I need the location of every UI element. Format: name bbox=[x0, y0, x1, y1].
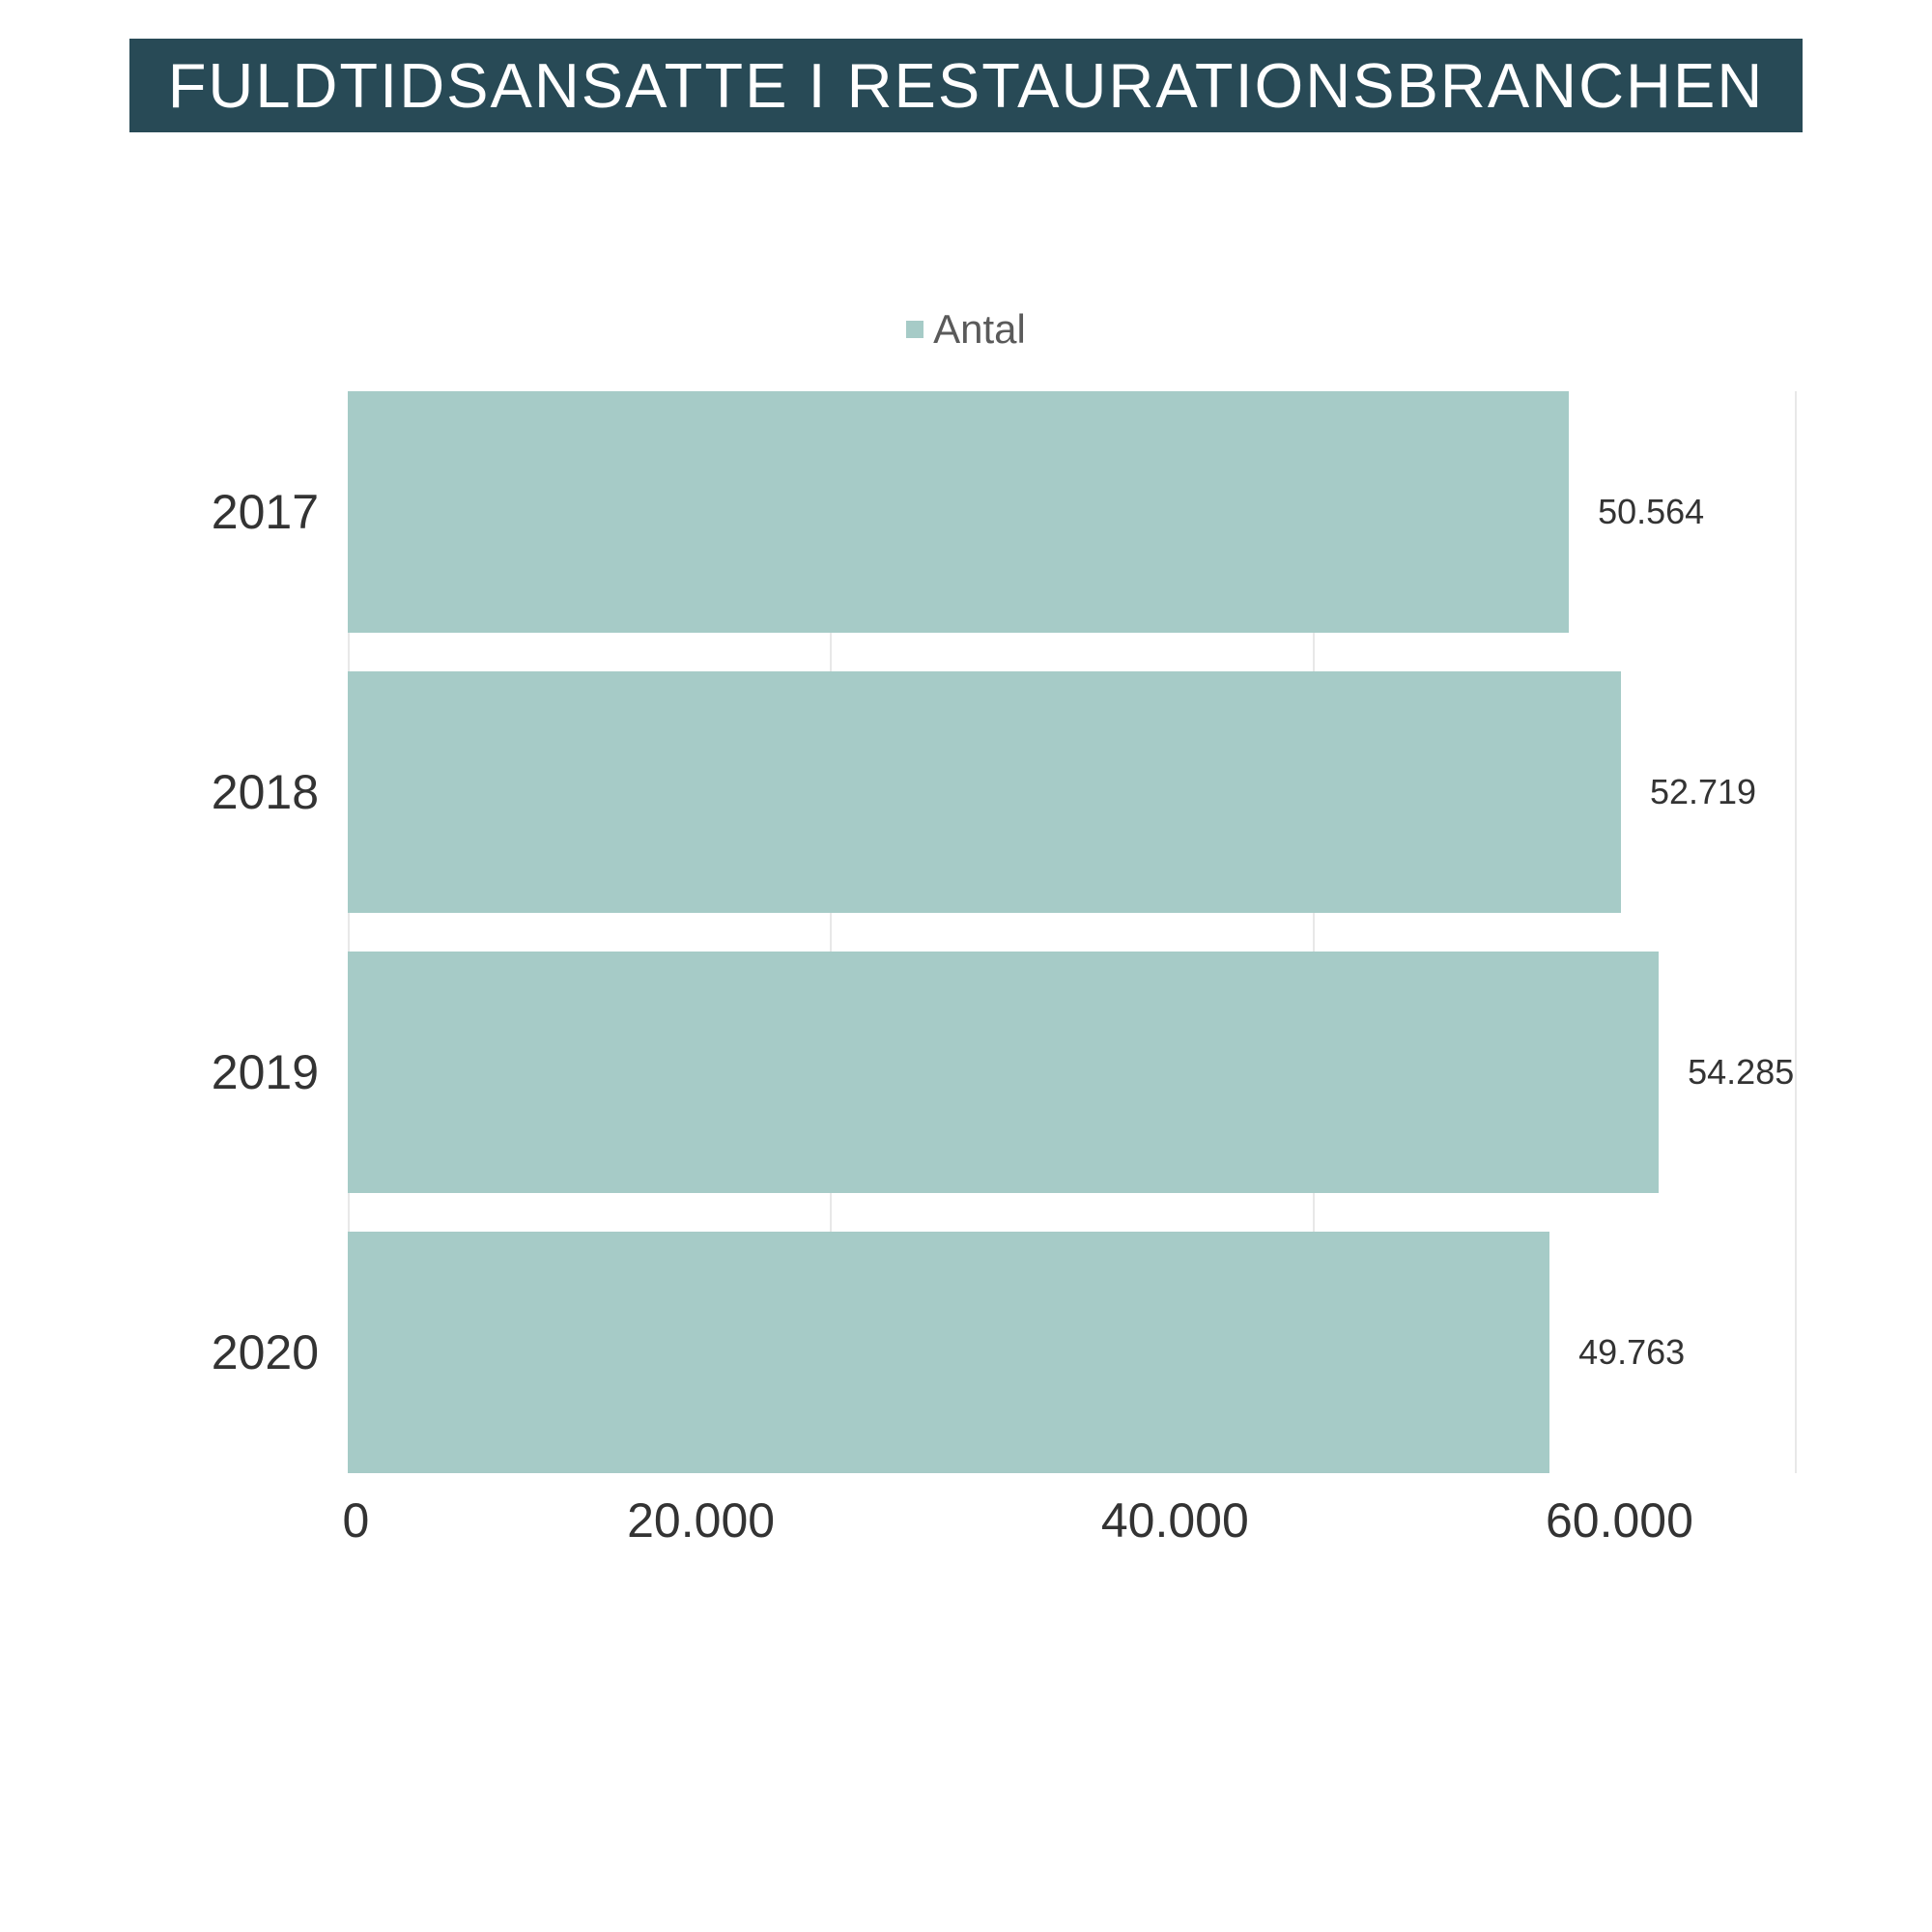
x-axis-tick: 0 bbox=[342, 1492, 369, 1548]
x-axis: 0 20.000 40.000 60.000 bbox=[135, 1492, 1797, 1548]
x-axis-spacer bbox=[135, 1492, 348, 1548]
x-axis-tick: 40.000 bbox=[1101, 1492, 1249, 1548]
bar-value-label: 52.719 bbox=[1650, 772, 1756, 812]
bar-row: 49.763 bbox=[348, 1232, 1797, 1473]
bar-value-label: 49.763 bbox=[1578, 1332, 1685, 1373]
y-axis-label: 2017 bbox=[135, 391, 319, 633]
y-axis-label: 2019 bbox=[135, 952, 319, 1193]
chart-legend: Antal bbox=[135, 306, 1797, 353]
bar-row: 52.719 bbox=[348, 671, 1797, 913]
chart-title-banner: FULDTIDSANSATTE I RESTAURATIONSBRANCHEN bbox=[129, 39, 1804, 132]
chart-title: FULDTIDSANSATTE I RESTAURATIONSBRANCHEN bbox=[168, 54, 1765, 117]
bar bbox=[348, 1232, 1549, 1473]
legend-marker-icon bbox=[906, 321, 923, 338]
plot-area: 2017 2018 2019 2020 50.564 52.719 54.285 49.76… bbox=[135, 391, 1797, 1473]
bar-value-label: 50.564 bbox=[1598, 492, 1704, 532]
bar bbox=[348, 391, 1569, 633]
bars: 50.564 52.719 54.285 49.763 bbox=[348, 391, 1797, 1473]
x-axis-ticks: 020.00040.00060.000 bbox=[348, 1492, 1797, 1548]
y-axis-label: 2020 bbox=[135, 1232, 319, 1473]
legend-label: Antal bbox=[933, 306, 1026, 352]
y-axis-labels: 2017 2018 2019 2020 bbox=[135, 391, 348, 1473]
bar bbox=[348, 671, 1621, 913]
x-axis-tick: 60.000 bbox=[1546, 1492, 1693, 1548]
bar-value-label: 54.285 bbox=[1688, 1052, 1794, 1093]
bar bbox=[348, 952, 1659, 1193]
x-axis-tick: 20.000 bbox=[627, 1492, 775, 1548]
bar-row: 54.285 bbox=[348, 952, 1797, 1193]
y-axis-label: 2018 bbox=[135, 671, 319, 913]
chart-container: Antal 2017 2018 2019 2020 50.564 52.719 54.28… bbox=[39, 306, 1893, 1548]
bar-row: 50.564 bbox=[348, 391, 1797, 633]
bars-zone: 50.564 52.719 54.285 49.763 bbox=[348, 391, 1797, 1473]
